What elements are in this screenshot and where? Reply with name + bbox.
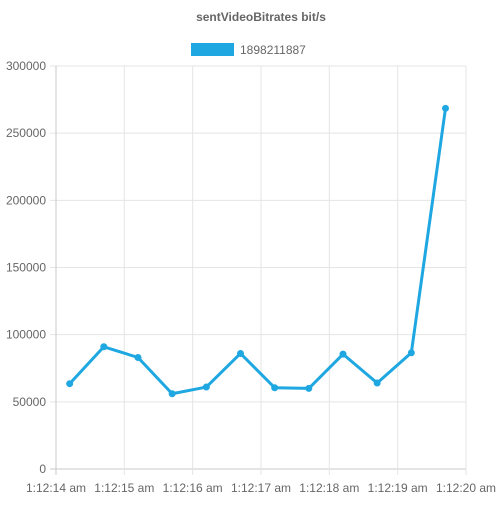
x-tick-label: 1:12:19 am bbox=[368, 481, 428, 495]
data-point bbox=[339, 350, 347, 358]
legend-label: 1898211887 bbox=[240, 43, 306, 57]
data-point bbox=[305, 384, 313, 392]
plot-area bbox=[66, 104, 449, 398]
series-line bbox=[68, 108, 447, 396]
y-tick-label: 50000 bbox=[13, 395, 47, 409]
data-point bbox=[237, 349, 244, 357]
x-tick-label: 1:12:16 am bbox=[163, 481, 223, 495]
data-point bbox=[100, 343, 108, 351]
axes: 0 50000 100000 150000 200000 250000 300000 1:12… bbox=[6, 59, 496, 495]
y-tick-label: 150000 bbox=[6, 261, 46, 275]
y-tick-label: 250000 bbox=[6, 126, 46, 140]
y-tick-label: 300000 bbox=[6, 59, 46, 73]
x-tick-label: 1:12:20 am bbox=[436, 481, 496, 495]
y-tick-label: 100000 bbox=[6, 328, 46, 342]
data-point bbox=[373, 379, 381, 387]
y-tick-label: 0 bbox=[39, 462, 46, 476]
x-tick-label: 1:12:14 am bbox=[26, 481, 86, 495]
x-tick-label: 1:12:15 am bbox=[94, 481, 154, 495]
data-point bbox=[407, 349, 415, 357]
data-point bbox=[66, 380, 74, 388]
y-tick-label: 200000 bbox=[6, 193, 46, 207]
x-tick-label: 1:12:18 am bbox=[299, 481, 359, 495]
data-point bbox=[168, 390, 176, 398]
data-point bbox=[202, 383, 210, 391]
chart-title: sentVideoBitrates bit/s bbox=[196, 10, 326, 24]
data-point bbox=[271, 384, 279, 392]
data-point bbox=[442, 104, 449, 112]
x-tick-label: 1:12:17 am bbox=[231, 481, 291, 495]
grid bbox=[50, 65, 467, 475]
legend[interactable]: 1898211887 bbox=[191, 43, 306, 57]
data-point bbox=[134, 354, 142, 362]
legend-swatch bbox=[191, 43, 234, 56]
